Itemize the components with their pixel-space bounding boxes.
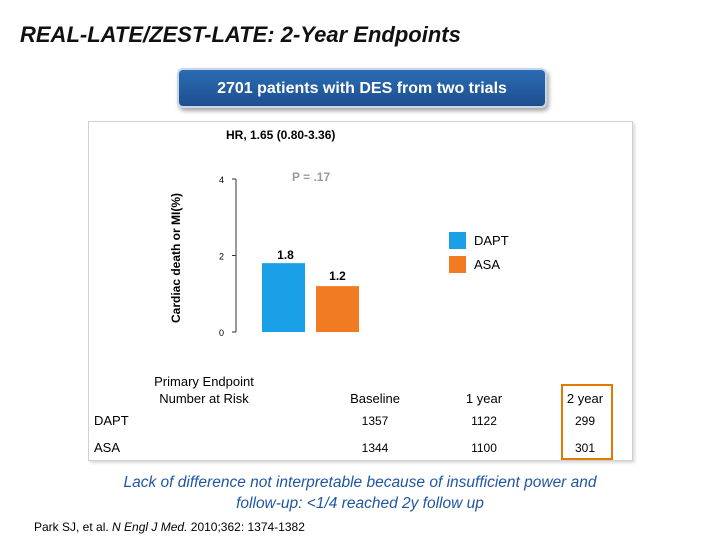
risk-row-label-asa: ASA (94, 440, 121, 455)
bar-asa (316, 286, 359, 332)
chart-frame (88, 121, 633, 461)
risk-cell-asa-1-year: 1100 (471, 441, 497, 455)
patients-banner: 2701 patients with DES from two trials (177, 68, 547, 108)
legend-swatch-asa (449, 256, 466, 273)
interpretation-note: Lack of difference not interpretable bec… (123, 474, 597, 512)
risk-cell-asa-2-year: 301 (574, 441, 596, 455)
legend-label-asa: ASA (474, 257, 501, 272)
p-value-label: P = .17 (292, 170, 331, 184)
risk-col-1-year: 1 year (465, 391, 503, 406)
citation-authors: Park SJ, et al. (34, 520, 109, 534)
y-tick-label-4: 4 (219, 175, 224, 185)
two-year-highlight-box (561, 384, 613, 460)
citation-details: 2010;362: 1374-1382 (190, 520, 305, 534)
bar-dapt (262, 263, 305, 332)
risk-header-line2: Number at Risk (159, 391, 249, 406)
bar-value-label-dapt: 1.8 (277, 248, 294, 262)
risk-cell-dapt-baseline: 1357 (361, 414, 389, 428)
risk-row-label-dapt: DAPT (94, 413, 129, 428)
hazard-ratio-label: HR, 1.65 (0.80-3.36) (226, 128, 336, 142)
y-tick-label-0: 0 (219, 328, 224, 338)
risk-cell-dapt-2-year: 299 (574, 414, 596, 428)
citation: Park SJ, et al. N Engl J Med. 2010;362: … (34, 520, 305, 534)
risk-cell-asa-baseline: 1344 (361, 441, 389, 455)
citation-journal: N Engl J Med. (112, 520, 188, 534)
risk-col-baseline: Baseline (350, 391, 400, 406)
legend-label-dapt: DAPT (474, 233, 509, 248)
legend-swatch-dapt (449, 232, 466, 249)
risk-cell-dapt-1-year: 1122 (471, 414, 497, 428)
risk-col-2-year: 2 year (566, 391, 604, 406)
slide-title: REAL-LATE/ZEST-LATE: 2-Year Endpoints (20, 22, 461, 47)
bar-value-label-asa: 1.2 (329, 269, 346, 283)
risk-header-line1: Primary Endpoint (154, 374, 254, 389)
y-tick-label-2: 2 (219, 252, 224, 262)
